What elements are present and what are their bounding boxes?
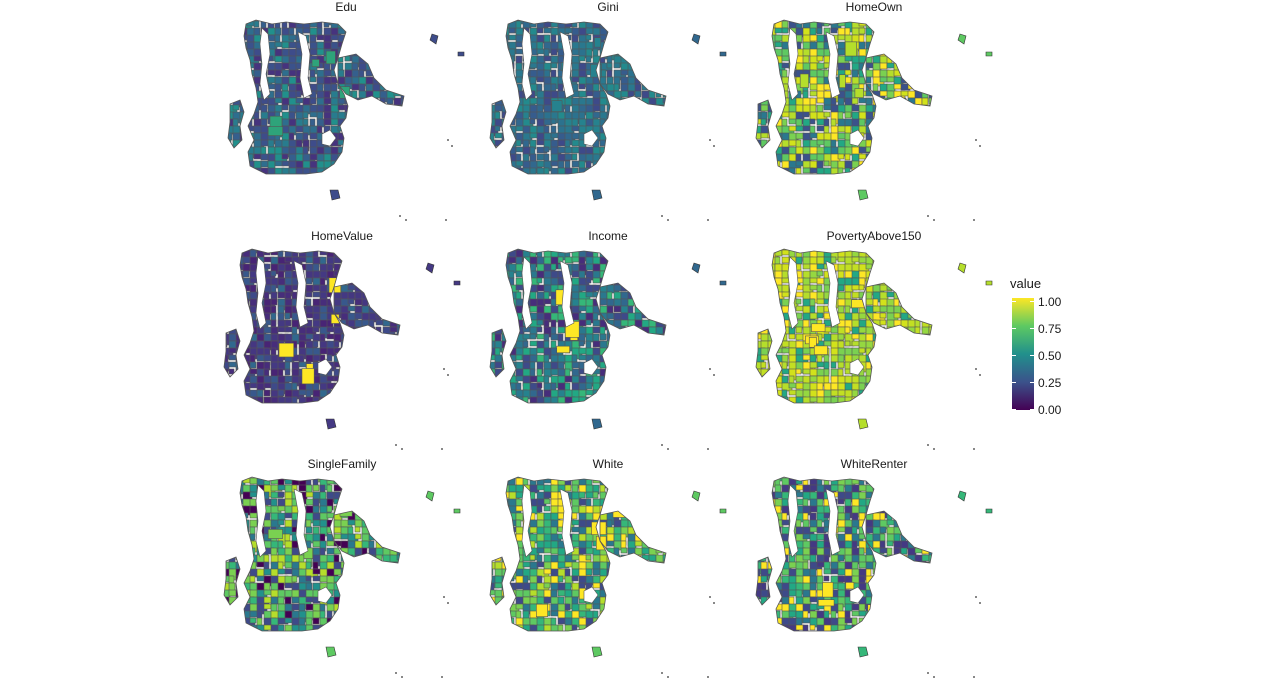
panel-homeown: HomeOwn xyxy=(754,0,994,221)
choropleth-map xyxy=(489,248,727,450)
choropleth-map xyxy=(227,19,465,221)
panel-white: White xyxy=(488,457,728,678)
legend-tick: 0.25 xyxy=(1038,376,1062,390)
panel-whiterenter: WhiteRenter xyxy=(754,457,994,678)
panel-title: HomeOwn xyxy=(845,0,903,14)
panel-edu: Edu xyxy=(226,0,466,221)
panel-title: WhiteRenter xyxy=(840,457,908,471)
choropleth-map xyxy=(755,248,993,450)
choropleth-map xyxy=(755,476,993,678)
legend-title: value xyxy=(1010,276,1042,291)
panel-gini: Gini xyxy=(488,0,728,221)
choropleth-map xyxy=(755,19,993,221)
panel-title: PovertyAbove150 xyxy=(826,229,922,243)
choropleth-map xyxy=(223,248,461,450)
legend-tick: 1.00 xyxy=(1038,295,1062,309)
panel-title: Income xyxy=(588,229,628,243)
color-legend: value 1.00 0.75 0.50 0.25 0.00 xyxy=(1008,276,1088,426)
panel-povertyabove150: PovertyAbove150 xyxy=(754,229,994,450)
legend-colorbar xyxy=(1012,298,1034,410)
panel-title: SingleFamily xyxy=(307,457,377,471)
panel-title: Edu xyxy=(335,0,357,14)
legend-tick: 0.00 xyxy=(1038,403,1062,417)
panel-title: White xyxy=(592,457,624,471)
legend-tick: 0.75 xyxy=(1038,322,1062,336)
panel-homevalue: HomeValue xyxy=(222,229,462,450)
choropleth-map xyxy=(223,476,461,678)
panel-title: Gini xyxy=(597,0,619,14)
panel-singlefamily: SingleFamily xyxy=(222,457,462,678)
legend-tick: 0.50 xyxy=(1038,349,1062,363)
panel-title: HomeValue xyxy=(311,229,373,243)
choropleth-map xyxy=(489,476,727,678)
panel-income: Income xyxy=(488,229,728,450)
choropleth-map xyxy=(489,19,727,221)
